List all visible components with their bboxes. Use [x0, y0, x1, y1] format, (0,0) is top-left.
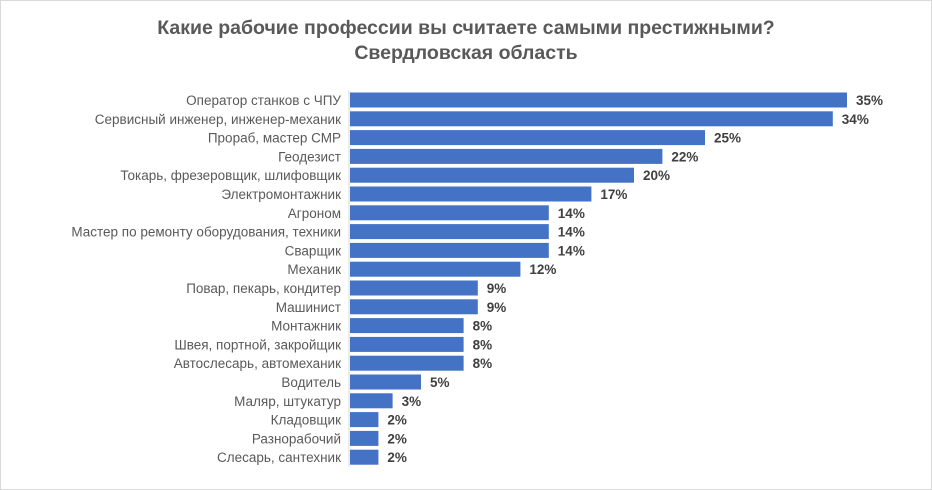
data-label: 14%	[558, 225, 585, 240]
data-label: 14%	[558, 243, 585, 258]
chart-title: Какие рабочие профессии вы считаете самы…	[0, 16, 932, 66]
category-label: Мастер по ремонту оборудования, техники	[71, 225, 341, 240]
category-label: Механик	[287, 262, 341, 277]
category-label: Токарь, фрезеровщик, шлифовщик	[120, 168, 341, 183]
category-label: Кладовщик	[271, 413, 341, 428]
bar	[350, 430, 379, 446]
bar	[350, 261, 521, 277]
bar	[350, 111, 833, 127]
bar	[350, 242, 549, 258]
data-label: 20%	[643, 168, 670, 183]
category-label: Сварщик	[285, 243, 341, 258]
data-label: 17%	[600, 187, 627, 202]
bar	[350, 280, 478, 296]
category-label: Прораб, мастер СМР	[208, 131, 341, 146]
data-label: 9%	[487, 300, 507, 315]
data-label: 35%	[856, 93, 883, 108]
bar	[350, 205, 549, 221]
category-label: Электромонтажник	[221, 187, 341, 202]
data-label: 34%	[842, 112, 869, 127]
bar	[350, 186, 592, 202]
category-label: Разнорабочий	[252, 431, 341, 446]
category-label: Автослесарь, автомеханик	[174, 356, 341, 371]
category-label: Машинист	[276, 300, 341, 315]
category-label: Оператор станков с ЧПУ	[186, 93, 341, 108]
data-label: 25%	[714, 131, 741, 146]
bar	[350, 355, 464, 371]
bar	[350, 449, 379, 465]
category-label: Слесарь, сантехник	[217, 450, 341, 465]
data-label: 5%	[430, 375, 450, 390]
category-label: Агроном	[288, 206, 341, 221]
data-label: 9%	[487, 281, 507, 296]
chart-title-line: Какие рабочие профессии вы считаете самы…	[157, 17, 775, 39]
data-label: 8%	[473, 337, 493, 352]
category-label: Сервисный инженер, инженер-механик	[95, 112, 341, 127]
bar	[350, 167, 634, 183]
category-label: Маляр, штукатур	[234, 394, 341, 409]
data-label: 12%	[529, 262, 556, 277]
data-label: 2%	[387, 431, 407, 446]
data-label: 2%	[387, 413, 407, 428]
data-label: 14%	[558, 206, 585, 221]
data-label: 3%	[402, 394, 422, 409]
category-label: Геодезист	[278, 149, 341, 164]
category-label: Монтажник	[271, 319, 341, 334]
bar	[350, 318, 464, 334]
bar	[350, 299, 478, 315]
data-label: 22%	[671, 149, 698, 164]
category-label: Повар, пекарь, кондитер	[186, 281, 341, 296]
bar	[350, 393, 393, 409]
bar	[350, 92, 847, 108]
category-label: Водитель	[281, 375, 341, 390]
bar	[350, 336, 464, 352]
category-label: Швея, портной, закройщик	[174, 337, 341, 352]
data-label: 8%	[473, 356, 493, 371]
bar	[350, 130, 705, 146]
bar	[350, 148, 663, 164]
bar	[350, 224, 549, 240]
data-label: 2%	[387, 450, 407, 465]
chart-subtitle: Свердловская область	[354, 42, 578, 64]
bar	[350, 412, 379, 428]
bar	[350, 374, 421, 390]
data-label: 8%	[473, 319, 493, 334]
